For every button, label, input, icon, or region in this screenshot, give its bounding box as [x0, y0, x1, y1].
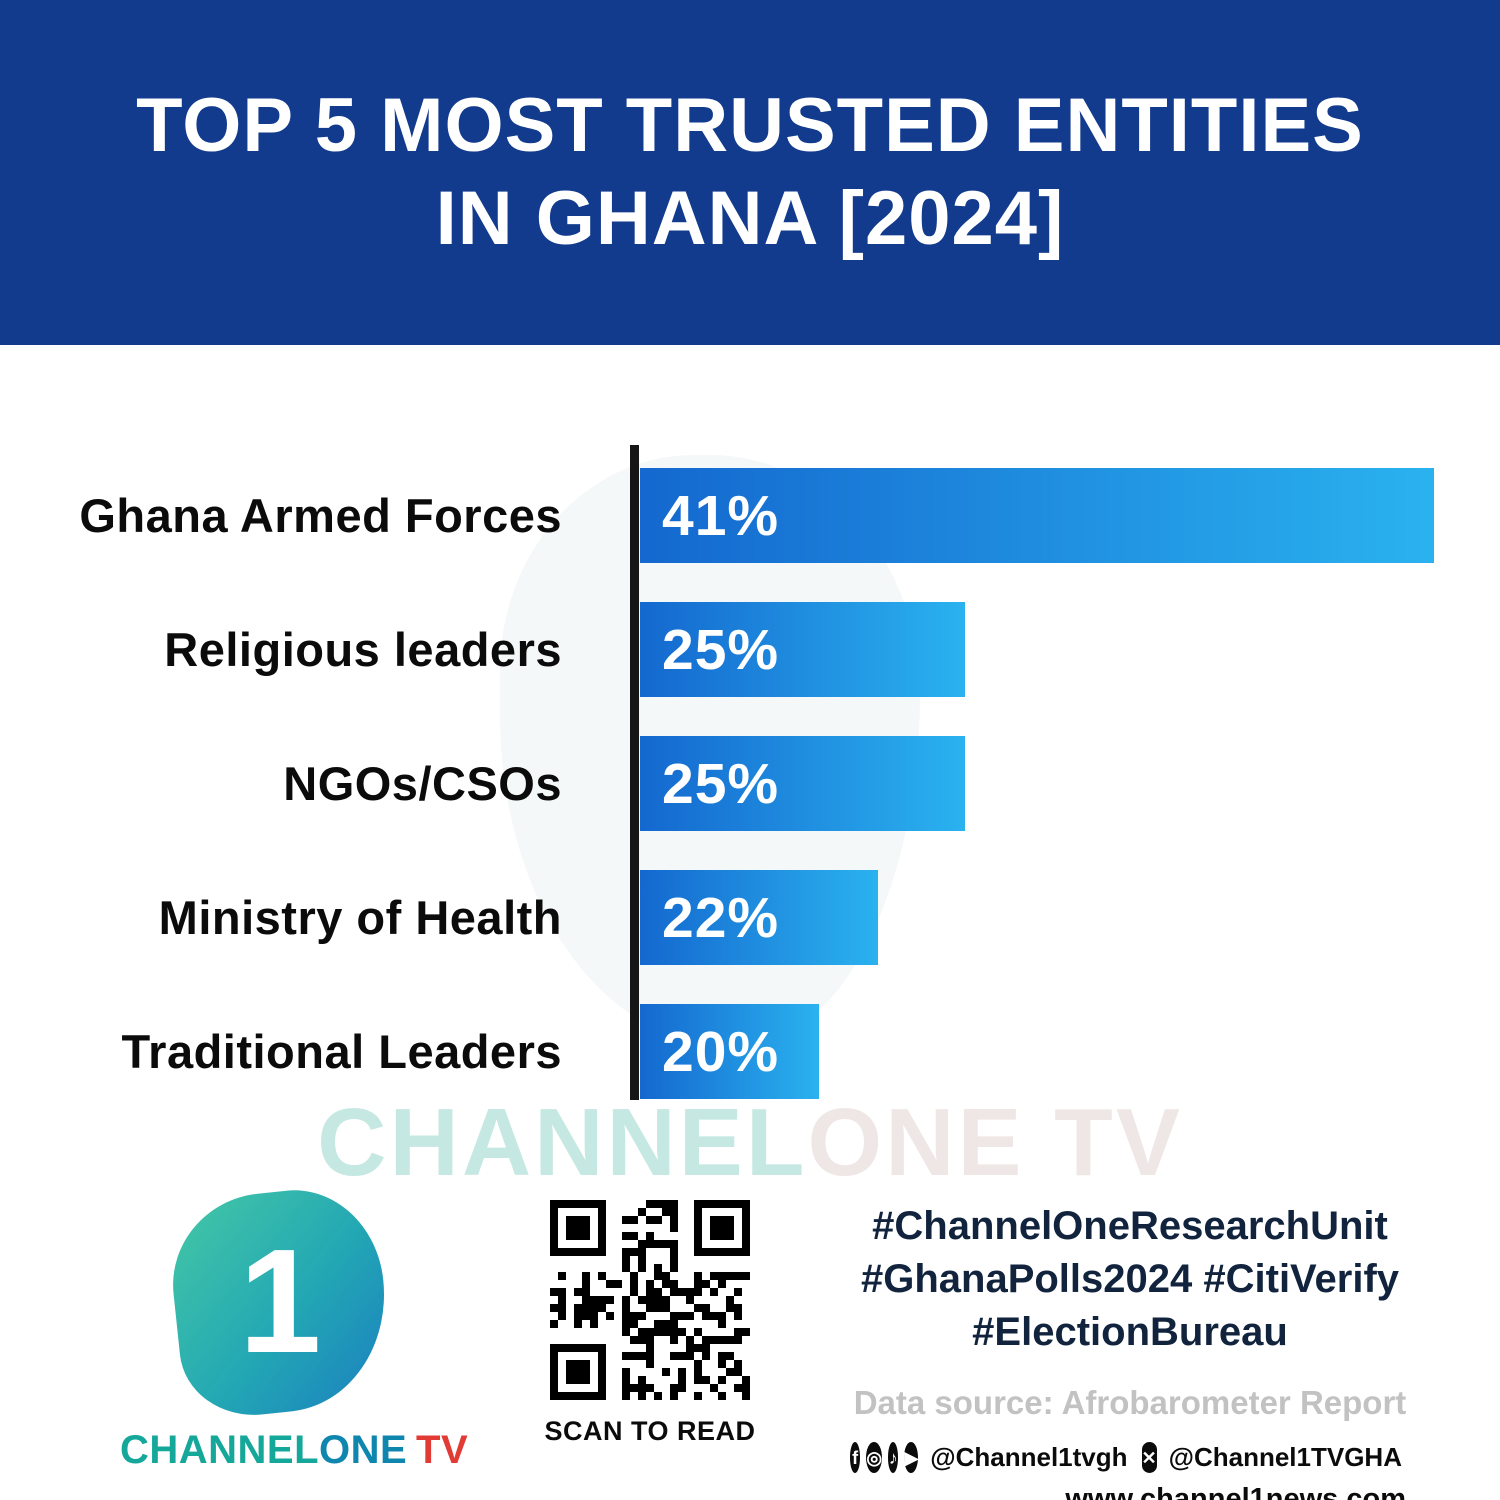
channel-one-tv-logo-icon: 1	[164, 1181, 396, 1423]
chart-row: Religious leaders 25%	[0, 602, 1500, 697]
title-line-1: TOP 5 MOST TRUSTED ENTITIES	[136, 82, 1364, 168]
chart-row: NGOs/CSOs 25%	[0, 736, 1500, 831]
watermark-part-channel: CHANNEL	[317, 1089, 808, 1196]
header-banner: TOP 5 MOST TRUSTED ENTITIES IN GHANA [20…	[0, 0, 1500, 345]
bar-ministry-of-health: 22%	[640, 870, 878, 965]
category-label: NGOs/CSOs	[283, 757, 562, 810]
title-line-2: IN GHANA [2024]	[435, 175, 1065, 261]
chart-row: Ghana Armed Forces 41%	[0, 468, 1500, 563]
footer-info-block: #ChannelOneResearchUnit #GhanaPolls2024 …	[850, 1200, 1410, 1500]
x-twitter-icon: ✕	[1141, 1442, 1157, 1474]
bar-value-label: 25%	[662, 751, 780, 816]
youtube-icon: ▶	[904, 1442, 919, 1474]
qr-code	[550, 1200, 750, 1400]
bar-value-label: 25%	[662, 617, 780, 682]
chart-axis-line	[630, 445, 639, 1100]
bar-ngos-csos: 25%	[640, 736, 965, 831]
bar-value-label: 41%	[662, 483, 780, 548]
channel-one-tv-logotype: CHANNELONE TV	[120, 1428, 468, 1473]
category-label: Religious leaders	[164, 623, 562, 676]
social-handle-main: @Channel1tvgh	[930, 1442, 1128, 1473]
hashtag-line-3: #ElectionBureau	[972, 1309, 1288, 1354]
data-source-label: Data source: Afrobarometer Report	[853, 1384, 1407, 1422]
website-url: www.channel1news.com	[1065, 1483, 1406, 1500]
logotype-tv: TV	[416, 1428, 469, 1472]
channel-one-tv-logo-block: 1 CHANNELONE TV	[120, 1181, 468, 1473]
logo-number-one: 1	[238, 1219, 322, 1384]
bar-traditional-leaders: 20%	[640, 1004, 819, 1099]
chart-rows: Ghana Armed Forces 41% Religious leaders…	[0, 468, 1500, 1138]
chart-row: Ministry of Health 22%	[0, 870, 1500, 965]
logotype-one: ONE	[319, 1428, 408, 1472]
hashtag-line-1: #ChannelOneResearchUnit	[872, 1204, 1388, 1248]
category-label: Ministry of Health	[158, 891, 562, 944]
page-title: TOP 5 MOST TRUSTED ENTITIES IN GHANA [20…	[136, 80, 1364, 265]
bar-value-label: 22%	[662, 885, 780, 950]
qr-caption: SCAN TO READ	[544, 1416, 756, 1446]
hashtag-line-2: #GhanaPolls2024 #CitiVerify	[860, 1256, 1400, 1301]
social-row: f ◎ ♪ ▶ @Channel1tvgh ✕ @Channel1TVGHA	[850, 1442, 1410, 1474]
watermark-part-one-tv: ONE TV	[807, 1089, 1183, 1196]
logotype-channel: CHANNEL	[120, 1428, 320, 1472]
qr-block: SCAN TO READ	[542, 1200, 758, 1447]
facebook-icon: f	[850, 1442, 861, 1474]
social-handle-x: @Channel1TVGHA	[1168, 1442, 1402, 1473]
bar-value-label: 20%	[662, 1019, 780, 1084]
tiktok-icon: ♪	[888, 1442, 899, 1474]
category-label: Traditional Leaders	[121, 1025, 562, 1078]
bar-religious-leaders: 25%	[640, 602, 965, 697]
category-label: Ghana Armed Forces	[79, 489, 562, 542]
bar-ghana-armed-forces: 41%	[640, 468, 1434, 563]
chart-row: Traditional Leaders 20%	[0, 1004, 1500, 1099]
channel-one-tv-watermark: CHANNELONE TV	[0, 1088, 1500, 1198]
instagram-icon: ◎	[866, 1442, 883, 1474]
